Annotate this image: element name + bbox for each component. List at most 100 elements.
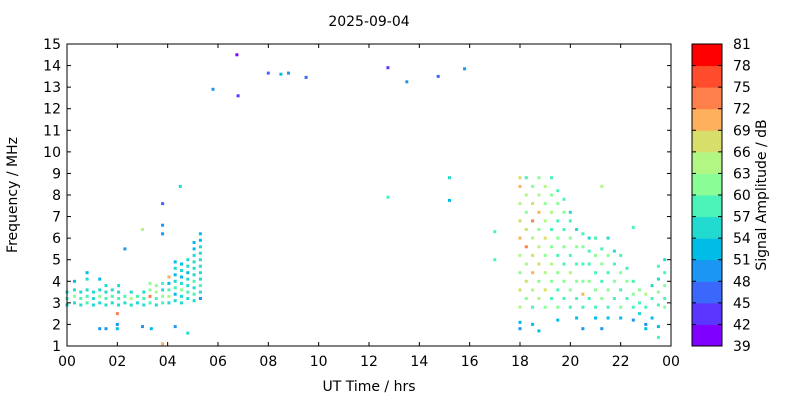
data-point: [173, 286, 177, 290]
data-point: [110, 294, 114, 298]
data-point: [524, 262, 528, 266]
y-tick-label: 3: [52, 296, 61, 312]
colorbar-tick-label: 81: [733, 37, 751, 53]
data-point: [518, 253, 522, 257]
data-point: [198, 245, 202, 249]
data-point: [612, 249, 616, 253]
data-point: [186, 277, 190, 281]
x-tick-label: 12: [360, 354, 378, 370]
x-tick-label: 18: [511, 354, 529, 370]
data-point: [180, 301, 183, 305]
data-point: [524, 228, 528, 231]
data-point: [211, 87, 215, 91]
x-tick-label: 04: [159, 354, 177, 370]
data-point: [287, 71, 290, 75]
data-point: [518, 271, 522, 275]
data-point: [178, 184, 182, 188]
data-point: [550, 297, 553, 300]
data-point: [562, 279, 566, 283]
data-point: [142, 290, 146, 294]
data-point: [304, 75, 308, 79]
data-point: [606, 316, 610, 320]
data-point: [562, 245, 566, 249]
data-point: [235, 53, 239, 57]
data-point: [180, 281, 183, 285]
colorbar-bin: [692, 281, 722, 304]
colorbar-bin: [692, 302, 722, 325]
colorbar-bin: [692, 65, 722, 88]
data-point: [518, 305, 522, 309]
data-point: [600, 297, 604, 300]
data-point: [173, 266, 177, 270]
data-point: [436, 74, 440, 78]
data-point: [631, 292, 635, 296]
data-point: [600, 247, 604, 251]
data-point: [79, 290, 83, 294]
data-point: [192, 273, 196, 277]
data-point: [518, 184, 522, 188]
data-point: [85, 301, 89, 305]
data-point: [73, 294, 76, 298]
data-point: [149, 327, 153, 331]
data-point: [556, 236, 560, 240]
data-point: [110, 288, 114, 292]
y-tick-label: 10: [43, 145, 61, 161]
data-point: [537, 193, 541, 197]
data-point: [117, 284, 121, 288]
data-point: [575, 262, 579, 266]
data-point: [115, 312, 119, 316]
data-point: [180, 262, 183, 266]
data-point: [518, 202, 522, 206]
plot-frame: [66, 43, 672, 347]
data-point: [531, 322, 535, 326]
data-point: [656, 264, 660, 268]
data-point: [198, 277, 202, 281]
data-point: [115, 322, 119, 326]
data-point: [631, 279, 635, 283]
chart-title: 2025-09-04: [328, 14, 409, 30]
data-point: [198, 258, 202, 262]
data-point: [173, 299, 177, 303]
data-point: [587, 279, 591, 283]
data-point: [656, 303, 660, 307]
data-point: [587, 297, 591, 300]
data-point: [85, 288, 89, 292]
data-point: [587, 262, 591, 266]
data-point: [524, 245, 528, 249]
y-tick-label: 8: [52, 188, 61, 204]
data-point: [167, 288, 171, 292]
y-tick-label: 14: [43, 59, 61, 75]
data-point: [167, 275, 171, 279]
data-point: [543, 253, 547, 257]
x-tick-label: 10: [310, 354, 328, 370]
data-point: [186, 284, 190, 288]
data-point: [575, 228, 579, 231]
data-point: [117, 290, 121, 294]
data-point: [619, 271, 623, 275]
data-point: [192, 241, 196, 244]
y-tick-label: 4: [52, 274, 61, 290]
data-point: [556, 271, 560, 275]
data-point: [104, 327, 108, 331]
data-point: [531, 305, 535, 309]
data-point: [192, 279, 196, 283]
data-point: [663, 297, 667, 300]
data-point: [644, 327, 648, 331]
colorbar-bin: [692, 173, 722, 196]
data-point: [531, 219, 535, 223]
data-point: [154, 284, 158, 288]
data-point: [587, 236, 591, 240]
x-tick-label: 22: [612, 354, 630, 370]
x-tick-label: 20: [561, 354, 579, 370]
data-point: [186, 331, 190, 335]
data-point: [524, 279, 528, 283]
data-point: [531, 253, 535, 257]
colorbar-tick-label: 75: [733, 80, 751, 96]
data-point: [575, 316, 579, 320]
data-point: [663, 258, 667, 262]
data-point: [556, 288, 560, 292]
data-point: [98, 327, 102, 331]
data-point: [638, 312, 641, 316]
data-point: [161, 281, 165, 285]
data-point: [198, 238, 202, 242]
